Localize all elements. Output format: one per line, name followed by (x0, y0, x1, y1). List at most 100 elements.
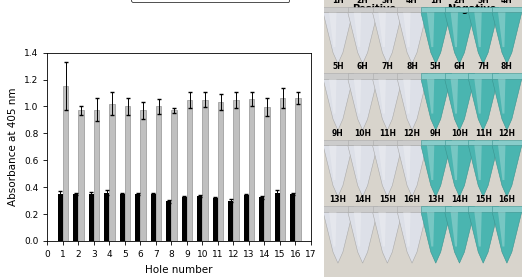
Polygon shape (323, 79, 353, 130)
Text: 6H: 6H (357, 63, 368, 71)
Polygon shape (445, 212, 474, 263)
FancyBboxPatch shape (445, 140, 474, 145)
Text: 6H: 6H (454, 63, 465, 71)
Polygon shape (373, 145, 402, 197)
Polygon shape (323, 145, 353, 197)
Polygon shape (451, 79, 458, 114)
Bar (120, 194, 125, 241)
Text: 3H: 3H (382, 0, 393, 5)
Text: 10H: 10H (451, 129, 468, 138)
Bar (135, 194, 140, 241)
FancyBboxPatch shape (397, 140, 427, 145)
Text: 5H: 5H (430, 63, 442, 71)
Bar (290, 194, 296, 241)
Polygon shape (373, 12, 402, 64)
Polygon shape (329, 145, 336, 180)
Polygon shape (469, 79, 498, 130)
FancyBboxPatch shape (469, 140, 498, 145)
Text: 1H: 1H (430, 0, 442, 5)
Polygon shape (451, 145, 458, 180)
Text: 7H: 7H (382, 63, 393, 71)
FancyBboxPatch shape (324, 0, 522, 277)
Text: 11H: 11H (475, 129, 492, 138)
FancyBboxPatch shape (445, 73, 474, 79)
Polygon shape (445, 79, 474, 130)
Polygon shape (348, 212, 377, 263)
Polygon shape (492, 212, 522, 263)
Text: 1H: 1H (332, 0, 344, 5)
FancyBboxPatch shape (323, 206, 353, 212)
Polygon shape (445, 145, 474, 197)
FancyBboxPatch shape (323, 73, 353, 79)
Polygon shape (403, 79, 411, 114)
FancyBboxPatch shape (348, 206, 377, 212)
FancyBboxPatch shape (421, 206, 451, 212)
FancyBboxPatch shape (397, 206, 427, 212)
Polygon shape (354, 212, 361, 247)
Text: 11H: 11H (379, 129, 396, 138)
Text: 4H: 4H (406, 0, 418, 5)
Polygon shape (329, 12, 336, 47)
Polygon shape (421, 79, 451, 130)
Polygon shape (373, 79, 402, 130)
FancyBboxPatch shape (421, 73, 451, 79)
Text: 2H: 2H (357, 0, 368, 5)
Bar (202, 100, 208, 241)
Text: 4H: 4H (501, 0, 513, 5)
Text: 15H: 15H (379, 196, 396, 204)
Text: 14H: 14H (354, 196, 371, 204)
Polygon shape (492, 145, 522, 197)
Polygon shape (348, 79, 377, 130)
Text: 7H: 7H (477, 63, 489, 71)
Polygon shape (403, 12, 411, 47)
FancyBboxPatch shape (397, 7, 427, 12)
Polygon shape (427, 79, 434, 114)
Bar (156, 106, 161, 241)
FancyBboxPatch shape (492, 140, 522, 145)
FancyBboxPatch shape (492, 206, 522, 212)
Bar (243, 195, 249, 241)
FancyBboxPatch shape (397, 73, 427, 79)
FancyBboxPatch shape (373, 7, 402, 12)
FancyBboxPatch shape (492, 7, 522, 12)
Polygon shape (474, 212, 482, 247)
Polygon shape (378, 212, 386, 247)
FancyBboxPatch shape (421, 7, 451, 12)
Text: 13H: 13H (427, 196, 444, 204)
Polygon shape (354, 79, 361, 114)
FancyBboxPatch shape (323, 7, 353, 12)
Polygon shape (474, 79, 482, 114)
Polygon shape (397, 212, 427, 263)
Text: 8H: 8H (406, 63, 418, 71)
Bar (63, 86, 69, 241)
Polygon shape (469, 12, 498, 64)
Polygon shape (421, 12, 451, 64)
Bar (265, 107, 270, 241)
Text: Negative: Negative (447, 4, 496, 14)
Polygon shape (492, 79, 522, 130)
FancyBboxPatch shape (373, 73, 402, 79)
Polygon shape (498, 145, 505, 180)
Bar (94, 110, 100, 241)
Polygon shape (427, 12, 434, 47)
Bar (110, 104, 115, 241)
Bar (140, 111, 146, 241)
Polygon shape (498, 79, 505, 114)
Polygon shape (474, 145, 482, 180)
Polygon shape (348, 145, 377, 197)
FancyBboxPatch shape (469, 206, 498, 212)
Polygon shape (451, 212, 458, 247)
Bar (73, 194, 79, 241)
FancyBboxPatch shape (469, 7, 498, 12)
Bar (259, 197, 265, 241)
Polygon shape (403, 212, 411, 247)
FancyBboxPatch shape (469, 73, 498, 79)
Polygon shape (397, 145, 427, 197)
Polygon shape (474, 12, 482, 47)
Polygon shape (498, 12, 505, 47)
Polygon shape (492, 12, 522, 64)
Bar (57, 194, 63, 241)
Text: 9H: 9H (430, 129, 442, 138)
FancyBboxPatch shape (348, 7, 377, 12)
Bar (104, 193, 110, 241)
